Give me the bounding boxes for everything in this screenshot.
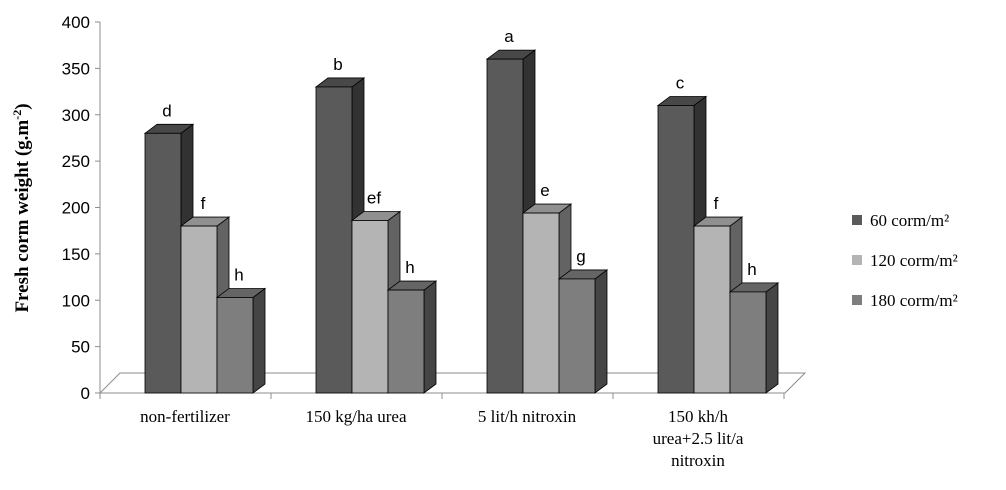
y-tick-label: 50 <box>71 338 90 357</box>
data-label: h <box>747 260 756 279</box>
bar <box>657 105 695 394</box>
data-label: d <box>162 101 171 120</box>
bars <box>143 49 780 394</box>
bar <box>693 225 731 394</box>
data-label: f <box>201 194 206 213</box>
data-label: h <box>234 265 243 284</box>
x-tick-label: 5 lit/h nitroxin <box>478 407 577 426</box>
axes: 0 50 100 150 200 250 300 350 400 Fresh corm weigh… <box>10 13 785 403</box>
bar <box>180 225 218 394</box>
data-label: b <box>333 55 342 74</box>
bar <box>351 220 389 394</box>
bar <box>522 212 560 394</box>
x-tick-label: 150 kg/ha urea <box>305 407 406 426</box>
data-label: ef <box>367 188 381 207</box>
y-tick-label: 400 <box>62 13 90 32</box>
legend-swatch <box>852 255 862 265</box>
y-tick-label: 250 <box>62 152 90 171</box>
bar-side <box>765 282 779 394</box>
y-tick-label: 100 <box>62 291 90 310</box>
bar <box>729 291 767 394</box>
data-label: f <box>714 194 719 213</box>
bar <box>315 86 353 394</box>
x-tick-label: urea+2.5 lit/a <box>653 429 744 448</box>
data-label: h <box>405 258 414 277</box>
y-tick-label: 200 <box>62 199 90 218</box>
bar <box>387 289 425 394</box>
legend-label: 60 corm/m² <box>870 211 949 230</box>
data-label: a <box>504 27 514 46</box>
labels: d f h non-fertilizer b ef h 150 kg/ha urea a e g 5 … <box>140 27 757 470</box>
data-label: c <box>676 73 685 92</box>
y-tick-label: 0 <box>81 384 90 403</box>
legend-label: 120 corm/m² <box>870 251 958 270</box>
y-tick-label: 150 <box>62 245 90 264</box>
y-axis-title: Fresh corm weight (g.m-2) <box>10 103 33 312</box>
y-tick-label: 300 <box>62 106 90 125</box>
x-tick-label: nitroxin <box>671 451 725 470</box>
bar <box>144 132 182 394</box>
bar-side <box>594 269 608 394</box>
legend-swatch <box>852 295 862 305</box>
bar-side <box>252 287 266 394</box>
bar <box>558 278 596 394</box>
x-tick-label: non-fertilizer <box>140 407 230 426</box>
bar <box>216 297 254 394</box>
legend-label: 180 corm/m² <box>870 291 958 310</box>
bar <box>486 58 524 394</box>
legend: 60 corm/m² 120 corm/m² 180 corm/m² <box>852 211 958 310</box>
y-tick-label: 350 <box>62 59 90 78</box>
legend-swatch <box>852 215 862 225</box>
x-tick-label: 150 kh/h <box>668 407 728 426</box>
data-label: g <box>576 247 585 266</box>
data-label: e <box>540 181 549 200</box>
bar-side <box>423 280 437 394</box>
